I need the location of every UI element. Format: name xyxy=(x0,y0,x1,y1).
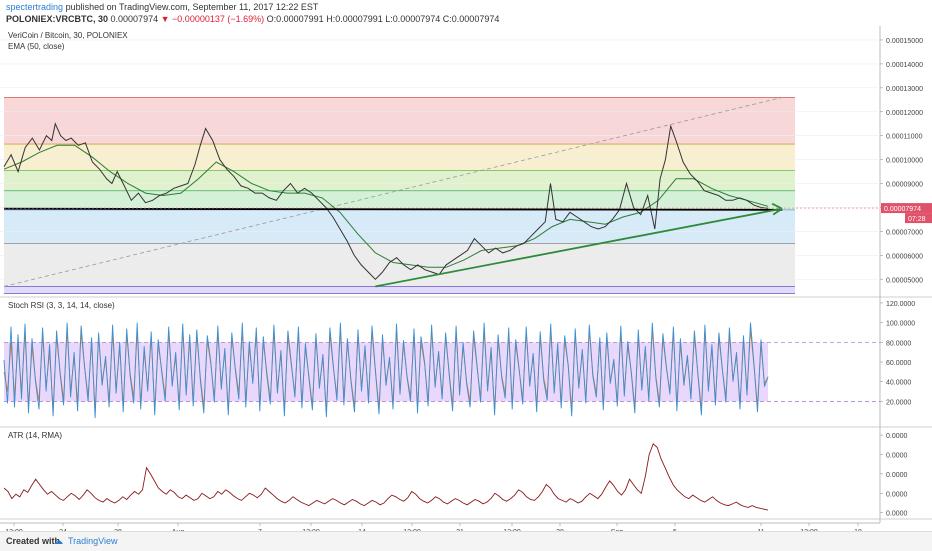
created-with-label: Created with xyxy=(6,536,61,546)
dashed-trend-line xyxy=(3,97,783,287)
x-tick-label: 18 xyxy=(854,529,862,531)
ticker-line: POLONIEX:VRCBTC, 30 0.00007974 ▼ −0.0000… xyxy=(6,14,499,24)
atr-y-tick-label: 0.0000 xyxy=(886,472,908,479)
atr-y-tick-label: 0.0000 xyxy=(886,491,908,498)
x-tick-label: 12:00 xyxy=(302,529,320,531)
x-tick-label: 24 xyxy=(59,529,67,531)
chart-area[interactable]: VeriCoin / Bitcoin, 30, POLONIEX EMA (50,… xyxy=(0,26,932,531)
rsi-y-tick-label: 80.0000 xyxy=(886,340,911,347)
x-tick-label: 12:00 xyxy=(800,529,818,531)
x-tick-label: 21 xyxy=(456,529,464,531)
x-tick-label: 11 xyxy=(757,529,764,531)
support-line xyxy=(3,207,783,211)
x-tick-label: 5 xyxy=(673,529,677,531)
fib-zone xyxy=(4,97,795,145)
x-tick-label: 12:00 xyxy=(5,529,23,531)
ema-indicator-label: EMA (50, close) xyxy=(8,42,65,51)
x-tick-label: 28 xyxy=(556,529,564,531)
rsi-y-tick-label: 20.0000 xyxy=(886,399,911,406)
published-text: published on TradingView.com, September … xyxy=(65,2,319,12)
x-tick-label: 7 xyxy=(258,529,262,531)
x-tick-label: Aug xyxy=(172,529,185,531)
atr-y-tick-label: 0.0000 xyxy=(886,433,908,440)
author-link[interactable]: spectertrading xyxy=(6,2,64,12)
ohlc-values: O:0.00007991 H:0.00007991 L:0.00007974 C… xyxy=(266,14,500,24)
fib-zone xyxy=(4,190,795,210)
ticker: POLONIEX:VRCBTC, 30 xyxy=(6,14,109,24)
rsi-title: Stoch RSI (3, 3, 14, 14, close) xyxy=(8,301,115,310)
rsi-y-tick-label: 40.0000 xyxy=(886,380,911,387)
fib-zone xyxy=(4,209,795,244)
last-price-tag-label: 0.00007974 xyxy=(884,206,921,213)
countdown-tag xyxy=(905,213,932,224)
y-tick-label: 0.00009000 xyxy=(886,182,923,189)
chart-header: spectertrading published on TradingView.… xyxy=(0,0,932,28)
price-change: −0.00000137 (−1.69%) xyxy=(172,14,265,24)
rsi-y-tick-label: 120.0000 xyxy=(886,301,915,308)
y-tick-label: 0.00006000 xyxy=(886,253,923,260)
rsi-y-tick-label: 100.0000 xyxy=(886,321,915,328)
y-tick-label: 0.00012000 xyxy=(886,110,923,117)
price-line xyxy=(3,122,769,281)
fib-zone xyxy=(4,243,795,287)
stoch-k-line xyxy=(3,322,769,419)
publish-line: spectertrading published on TradingView.… xyxy=(6,2,318,12)
y-tick-label: 0.00013000 xyxy=(886,86,923,93)
rsi-band-fill xyxy=(4,342,768,402)
y-tick-label: 0.00010000 xyxy=(886,158,923,165)
x-tick-label: 28 xyxy=(114,529,122,531)
footer: Created with ☁ TradingView xyxy=(0,531,932,551)
tradingview-brand[interactable]: TradingView xyxy=(68,536,118,546)
main-title: VeriCoin / Bitcoin, 30, POLONIEX xyxy=(8,31,128,40)
x-tick-label: 12:00 xyxy=(503,529,521,531)
atr-y-tick-label: 0.0000 xyxy=(886,511,908,518)
atr-y-tick-label: 0.0000 xyxy=(886,452,908,459)
y-tick-label: 0.00005000 xyxy=(886,277,923,284)
x-tick-label: Sep xyxy=(611,529,624,531)
rsi-y-tick-label: 60.0000 xyxy=(886,360,911,367)
change-down-icon: ▼ xyxy=(160,14,170,24)
atr-line xyxy=(3,443,769,511)
y-tick-label: 0.00015000 xyxy=(886,38,923,45)
fib-zone xyxy=(4,144,795,171)
ema-line xyxy=(3,144,769,268)
countdown-tag-label: 07:28 xyxy=(908,216,926,223)
last-price: 0.00007974 xyxy=(110,14,159,24)
tradingview-cloud-icon: ☁ xyxy=(54,536,63,546)
x-tick-label: 12:00 xyxy=(403,529,421,531)
x-tick-label: 14 xyxy=(358,529,366,531)
y-tick-label: 0.00014000 xyxy=(886,62,923,69)
rising-trend-line xyxy=(375,207,783,288)
fib-zone xyxy=(4,286,795,294)
atr-title: ATR (14, RMA) xyxy=(8,431,62,440)
last-price-tag xyxy=(881,203,932,214)
y-tick-label: 0.00011000 xyxy=(886,134,923,141)
y-tick-label: 0.00007000 xyxy=(886,229,923,236)
